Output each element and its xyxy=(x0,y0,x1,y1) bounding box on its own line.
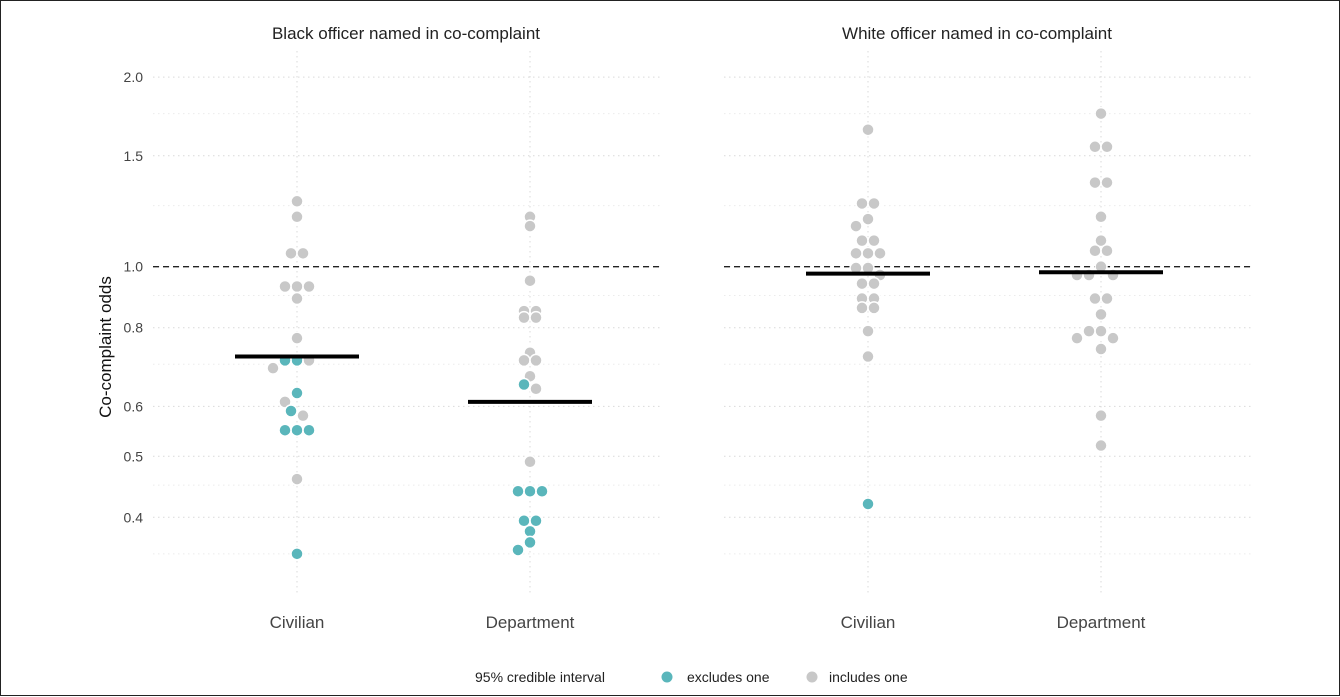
data-point xyxy=(278,395,292,409)
data-point xyxy=(867,233,881,248)
data-point xyxy=(517,353,531,368)
data-point xyxy=(523,524,537,539)
data-point xyxy=(296,246,310,261)
data-point xyxy=(1088,140,1102,154)
legend-includes-label: includes one xyxy=(829,669,908,685)
x-label-black-department: Department xyxy=(486,613,575,632)
data-point xyxy=(511,543,525,557)
data-point xyxy=(1094,324,1108,338)
data-point xyxy=(1088,175,1102,190)
data-point xyxy=(278,279,292,294)
data-point xyxy=(278,423,292,437)
data-point xyxy=(1094,342,1108,356)
data-point xyxy=(302,423,316,437)
data-point xyxy=(290,472,304,486)
data-point xyxy=(523,219,537,233)
legend-excludes-swatch xyxy=(661,671,673,683)
y-tick-label: 0.5 xyxy=(124,448,144,464)
data-point xyxy=(523,535,537,550)
data-point xyxy=(529,513,543,528)
data-point xyxy=(1088,291,1102,306)
y-tick-label: 1.5 xyxy=(124,148,144,164)
data-point xyxy=(1094,106,1108,121)
data-point xyxy=(855,233,869,248)
data-point xyxy=(523,273,537,288)
y-tick-label: 2.0 xyxy=(124,69,144,85)
data-point xyxy=(1094,233,1108,248)
data-point xyxy=(1070,331,1084,345)
data-point xyxy=(1100,140,1114,154)
data-point xyxy=(1100,243,1114,258)
data-point xyxy=(266,361,280,375)
data-point xyxy=(290,194,304,209)
data-point xyxy=(535,484,549,498)
plot-layer: 0.4 0.5 0.6 0.8 1.0 1.5 2.0 xyxy=(124,51,1251,596)
data-point xyxy=(849,219,863,233)
panel-title-white: White officer named in co-complaint xyxy=(842,24,1112,43)
data-point xyxy=(867,301,881,315)
panel-title-black: Black officer named in co-complaint xyxy=(272,24,540,43)
data-point xyxy=(1082,324,1096,338)
data-point xyxy=(523,455,537,469)
data-point xyxy=(290,423,304,437)
data-point xyxy=(511,484,525,498)
data-point xyxy=(861,497,875,511)
data-point xyxy=(1094,210,1108,224)
x-label-white-civilian: Civilian xyxy=(841,613,896,632)
data-point xyxy=(867,196,881,211)
data-point xyxy=(861,212,875,226)
data-point xyxy=(290,279,304,294)
data-point xyxy=(1094,408,1108,423)
data-point xyxy=(855,276,869,291)
data-point xyxy=(517,377,531,392)
data-point xyxy=(284,404,298,418)
data-point xyxy=(1100,291,1114,306)
data-point xyxy=(861,349,875,364)
data-point xyxy=(861,122,875,137)
data-point xyxy=(523,484,537,498)
data-point xyxy=(855,196,869,211)
y-tick-label: 1.0 xyxy=(124,259,144,275)
data-point xyxy=(529,310,543,325)
data-point xyxy=(529,353,543,368)
data-point xyxy=(290,386,304,400)
data-point xyxy=(861,324,875,338)
data-point xyxy=(873,246,887,261)
data-point xyxy=(290,547,304,561)
data-point xyxy=(290,291,304,306)
data-point xyxy=(1094,307,1108,322)
data-point xyxy=(861,246,875,261)
data-point xyxy=(529,381,543,396)
y-tick-label: 0.4 xyxy=(124,509,144,525)
data-point xyxy=(849,246,863,261)
data-point xyxy=(867,276,881,291)
data-point xyxy=(302,279,316,294)
data-point xyxy=(1088,243,1102,258)
data-point xyxy=(1100,175,1114,190)
legend-includes-swatch xyxy=(806,671,818,683)
legend-excludes-label: excludes one xyxy=(687,669,770,685)
data-point xyxy=(1106,331,1120,345)
x-label-white-department: Department xyxy=(1057,613,1146,632)
data-point xyxy=(1094,438,1108,453)
legend-title: 95% credible interval xyxy=(475,669,605,685)
y-tick-label: 0.6 xyxy=(124,398,144,414)
y-axis-label: Co-complaint odds xyxy=(96,276,115,418)
data-point xyxy=(290,210,304,224)
data-point xyxy=(284,246,298,261)
x-label-black-civilian: Civilian xyxy=(270,613,325,632)
data-point xyxy=(296,408,310,423)
y-tick-label: 0.8 xyxy=(124,320,144,336)
data-point xyxy=(290,331,304,345)
data-point xyxy=(855,301,869,315)
data-point xyxy=(517,310,531,325)
